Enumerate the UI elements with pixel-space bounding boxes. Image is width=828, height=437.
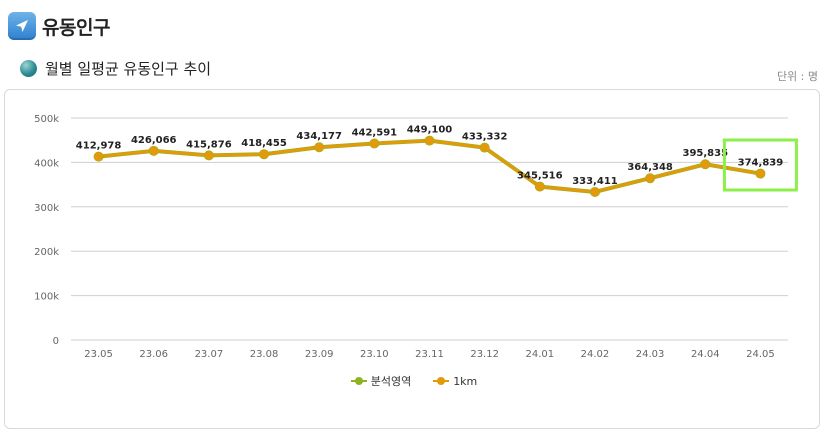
data-label: 442,591	[352, 127, 398, 138]
data-label: 418,455	[241, 138, 287, 149]
x-tick-label: 23.05	[84, 349, 113, 360]
series-point-1[interactable]	[259, 149, 269, 159]
data-label: 434,177	[296, 131, 342, 142]
legend-item-area[interactable]: 분석영역	[350, 373, 412, 389]
x-tick-label: 23.06	[139, 349, 168, 360]
legend-swatch-1km	[433, 376, 450, 386]
data-label: 412,978	[76, 141, 122, 152]
y-tick-label: 500k	[34, 114, 59, 125]
highlight-box	[722, 138, 798, 192]
x-tick-label: 23.12	[470, 349, 499, 360]
x-tick-label: 24.02	[581, 349, 610, 360]
data-label: 364,348	[627, 162, 673, 173]
page-title: 유동인구	[42, 16, 110, 39]
data-labels: 412,978 426,066 415,876 418,455 434,177 442,5…	[76, 125, 783, 187]
data-label: 345,516	[517, 171, 563, 182]
data-label: 415,876	[186, 139, 232, 150]
series-point-1[interactable]	[149, 146, 159, 156]
legend-label-area: 분석영역	[370, 375, 412, 388]
legend-item-1km[interactable]: 1km	[433, 373, 477, 389]
chart-panel	[4, 89, 820, 429]
navigation-arrow-icon	[8, 12, 36, 40]
x-tick-label: 23.07	[195, 349, 224, 360]
y-axis: 0 100k 200k 300k 400k 500k	[34, 114, 59, 347]
series-point-1[interactable]	[590, 187, 600, 197]
unit-label: 단위 : 명	[776, 70, 818, 83]
globe-icon	[20, 60, 37, 77]
section-title: 월별 일평균 유동인구 추이	[45, 60, 212, 78]
grid-layer	[71, 117, 788, 341]
series-point-1[interactable]	[755, 169, 765, 179]
x-tick-label: 24.03	[636, 349, 665, 360]
data-label: 426,066	[131, 135, 177, 146]
x-tick-label: 23.11	[415, 349, 444, 360]
series-layer	[93, 135, 766, 197]
series-point-1[interactable]	[425, 136, 434, 146]
data-label: 395,835	[682, 148, 728, 159]
x-tick-label: 23.08	[250, 349, 279, 360]
data-label: 433,332	[462, 132, 508, 143]
highlight-layer	[722, 138, 798, 192]
x-axis: 23.05 23.06 23.07 23.08 23.09 23.10 23.11 23.12…	[84, 349, 774, 360]
series-point-1[interactable]	[314, 142, 324, 152]
series-point-1[interactable]	[645, 173, 655, 183]
chart-legend: 분석영역 1km	[0, 373, 828, 389]
y-tick-label: 200k	[34, 247, 59, 258]
x-tick-label: 24.01	[525, 349, 554, 360]
legend-label-1km: 1km	[453, 374, 478, 388]
series-point-1[interactable]	[535, 182, 545, 192]
series-point-1[interactable]	[94, 152, 104, 162]
x-tick-label: 23.10	[360, 349, 389, 360]
series-point-1[interactable]	[369, 138, 379, 148]
y-tick-label: 0	[53, 336, 59, 347]
data-label: 449,100	[407, 125, 453, 136]
series-point-1[interactable]	[480, 143, 490, 153]
y-tick-label: 100k	[34, 292, 59, 303]
series-point-1[interactable]	[204, 150, 214, 160]
x-tick-label: 23.09	[305, 349, 334, 360]
data-label: 374,839	[738, 158, 784, 169]
data-label: 333,411	[572, 176, 618, 187]
series-point-1[interactable]	[700, 159, 710, 169]
x-tick-label: 24.05	[746, 349, 775, 360]
x-tick-label: 24.04	[691, 349, 720, 360]
page-header: 유동인구	[8, 8, 110, 44]
y-tick-label: 300k	[34, 203, 59, 214]
legend-swatch-area	[350, 376, 367, 386]
navigation-arrow-glyph	[16, 20, 28, 32]
y-tick-label: 400k	[34, 158, 59, 169]
section-header: 월별 일평균 유동인구 추이	[20, 58, 211, 79]
